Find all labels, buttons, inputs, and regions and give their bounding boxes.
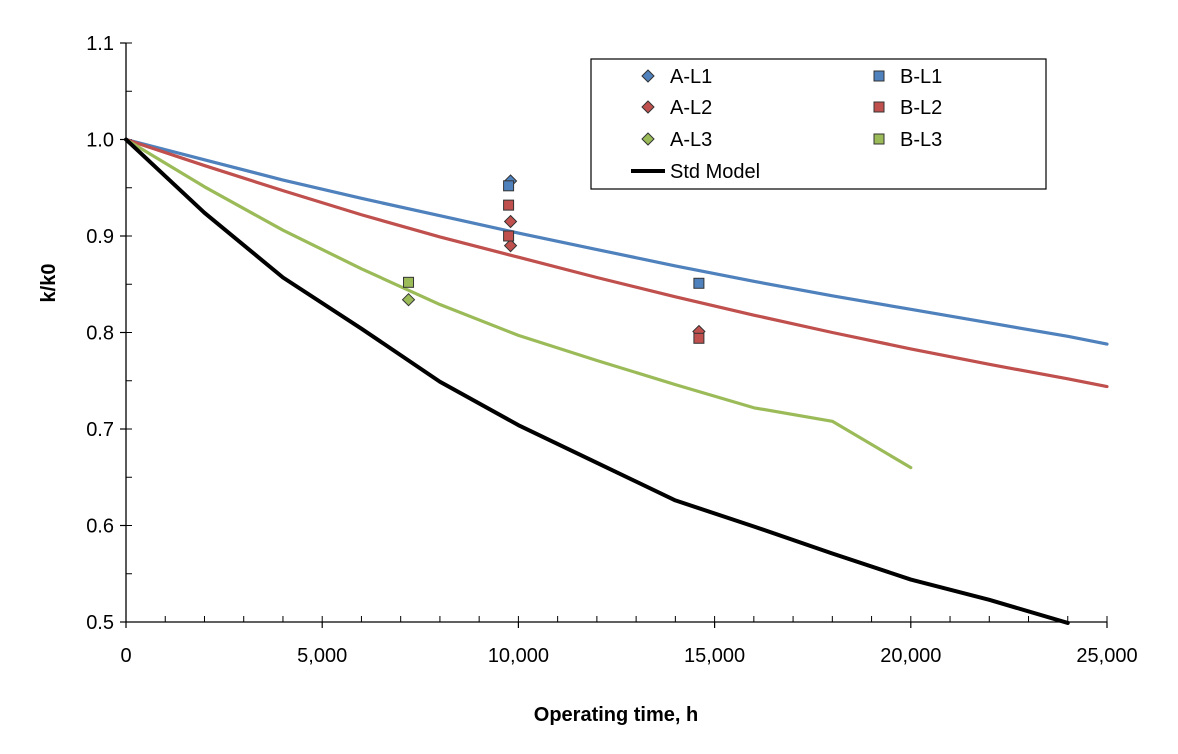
legend-label-b-l3: B-L3 [900,129,942,151]
x-tick-label: 0 [120,645,131,667]
y-tick-label: 0.9 [86,226,114,248]
point-a-l2 [503,238,518,253]
y-tick-label: 0.7 [86,419,114,441]
x-tick-label: 15,000 [684,645,745,667]
x-tick-label: 25,000 [1076,645,1137,667]
y-tick-label: 0.6 [86,516,114,538]
legend-label-a-l3: A-L3 [670,129,712,151]
x-axis-title: Operating time, h [534,704,698,726]
legend-label-b-l1: B-L1 [900,66,942,88]
axes: 0 5,000 10,000 15,000 20,000 25,000 0.5 0.6 0.7 0… [86,33,1137,667]
point-b-l2 [503,230,515,242]
legend: A-L1 B-L1 A-L2 B-L2 A-L3 B-L3 Std Model [590,58,1047,190]
legend-swatch-a-l1 [641,69,655,83]
y-tick-label: 1.0 [86,130,114,152]
y-tick-label: 0.8 [86,323,114,345]
data-points [401,174,706,344]
series-line-green-curve [124,137,913,470]
point-b-l2 [503,199,515,211]
curves [124,137,1109,625]
series-line-blue-curve [124,137,1109,346]
point-a-l2 [503,214,518,229]
point-b-l1 [503,180,515,192]
x-tick-label: 20,000 [880,645,941,667]
x-tick-label: 10,000 [488,645,549,667]
legend-swatch-b-l1 [873,70,885,82]
y-tick-label: 1.1 [86,33,114,55]
legend-swatch-a-l3 [641,132,655,146]
legend-swatch-b-l2 [873,101,885,113]
legend-label-a-l1: A-L1 [670,66,712,88]
y-axis-title: k/k0 [38,264,60,303]
point-a-l3 [401,292,416,307]
series-line-red-curve [124,137,1109,389]
series-line-std-model [124,137,1070,625]
x-tick-label: 5,000 [297,645,347,667]
legend-box [590,58,1047,190]
y-tick-label: 0.5 [86,612,114,634]
point-b-l1 [693,277,705,289]
point-b-l2 [693,332,705,344]
point-b-l3 [403,276,415,288]
legend-swatch-b-l3 [873,133,885,145]
legend-label-std-model: Std Model [670,161,760,183]
legend-label-b-l2: B-L2 [900,97,942,119]
legend-swatch-a-l2 [641,100,655,114]
legend-label-a-l2: A-L2 [670,97,712,119]
